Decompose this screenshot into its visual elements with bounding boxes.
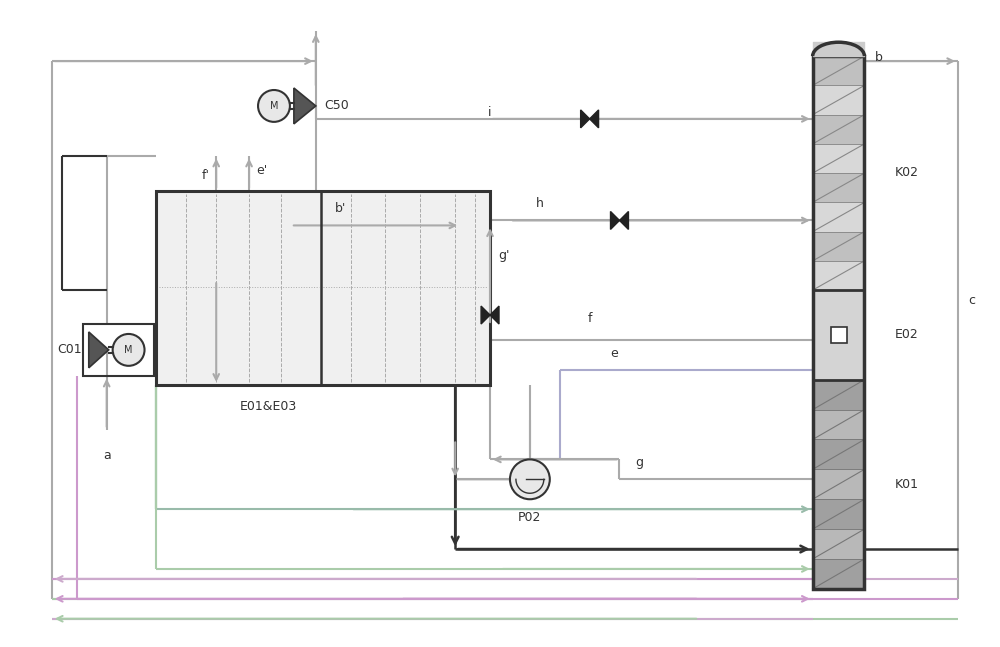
Polygon shape (294, 88, 316, 124)
Text: e': e' (256, 164, 267, 177)
Bar (813, 290, 864, 380)
Text: E02: E02 (894, 329, 918, 342)
Polygon shape (611, 212, 619, 230)
Text: E01&E03: E01&E03 (239, 400, 297, 413)
Text: C01: C01 (57, 344, 82, 356)
Text: b: b (874, 51, 882, 64)
Bar (813, 173, 864, 203)
Polygon shape (590, 110, 599, 128)
Text: P02: P02 (518, 511, 542, 524)
Circle shape (258, 90, 290, 122)
Bar (83, 324, 154, 376)
Text: c: c (968, 294, 975, 307)
Text: g': g' (498, 249, 510, 262)
Circle shape (510, 459, 550, 499)
Text: h: h (536, 197, 544, 210)
Text: K01: K01 (894, 477, 918, 491)
Bar (813, 115, 864, 144)
Text: f': f' (201, 169, 209, 182)
Bar (831, 327, 847, 343)
Text: M: M (124, 345, 133, 355)
Text: C50: C50 (324, 100, 349, 113)
Bar (813, 144, 864, 173)
Bar (813, 469, 864, 499)
Text: g: g (635, 456, 643, 469)
Bar (813, 58, 864, 591)
Bar (813, 559, 864, 589)
Bar (813, 232, 864, 261)
Text: M: M (270, 101, 278, 111)
Polygon shape (581, 110, 590, 128)
Bar (813, 410, 864, 439)
Text: a: a (103, 450, 111, 463)
Text: b': b' (335, 203, 346, 215)
Text: f: f (587, 312, 592, 325)
Bar (813, 261, 864, 290)
Polygon shape (490, 306, 499, 324)
Text: i: i (488, 106, 492, 119)
Bar (813, 56, 864, 589)
Bar (813, 203, 864, 232)
Bar (813, 499, 864, 529)
Text: K02: K02 (894, 166, 918, 179)
Polygon shape (481, 306, 490, 324)
Text: e: e (611, 347, 618, 360)
Bar (813, 85, 864, 115)
Bar (156, 191, 490, 385)
Polygon shape (619, 212, 628, 230)
Circle shape (113, 334, 145, 366)
Bar (813, 529, 864, 559)
Bar (813, 56, 864, 85)
Bar (813, 380, 864, 410)
Bar (813, 439, 864, 469)
Polygon shape (89, 332, 109, 367)
